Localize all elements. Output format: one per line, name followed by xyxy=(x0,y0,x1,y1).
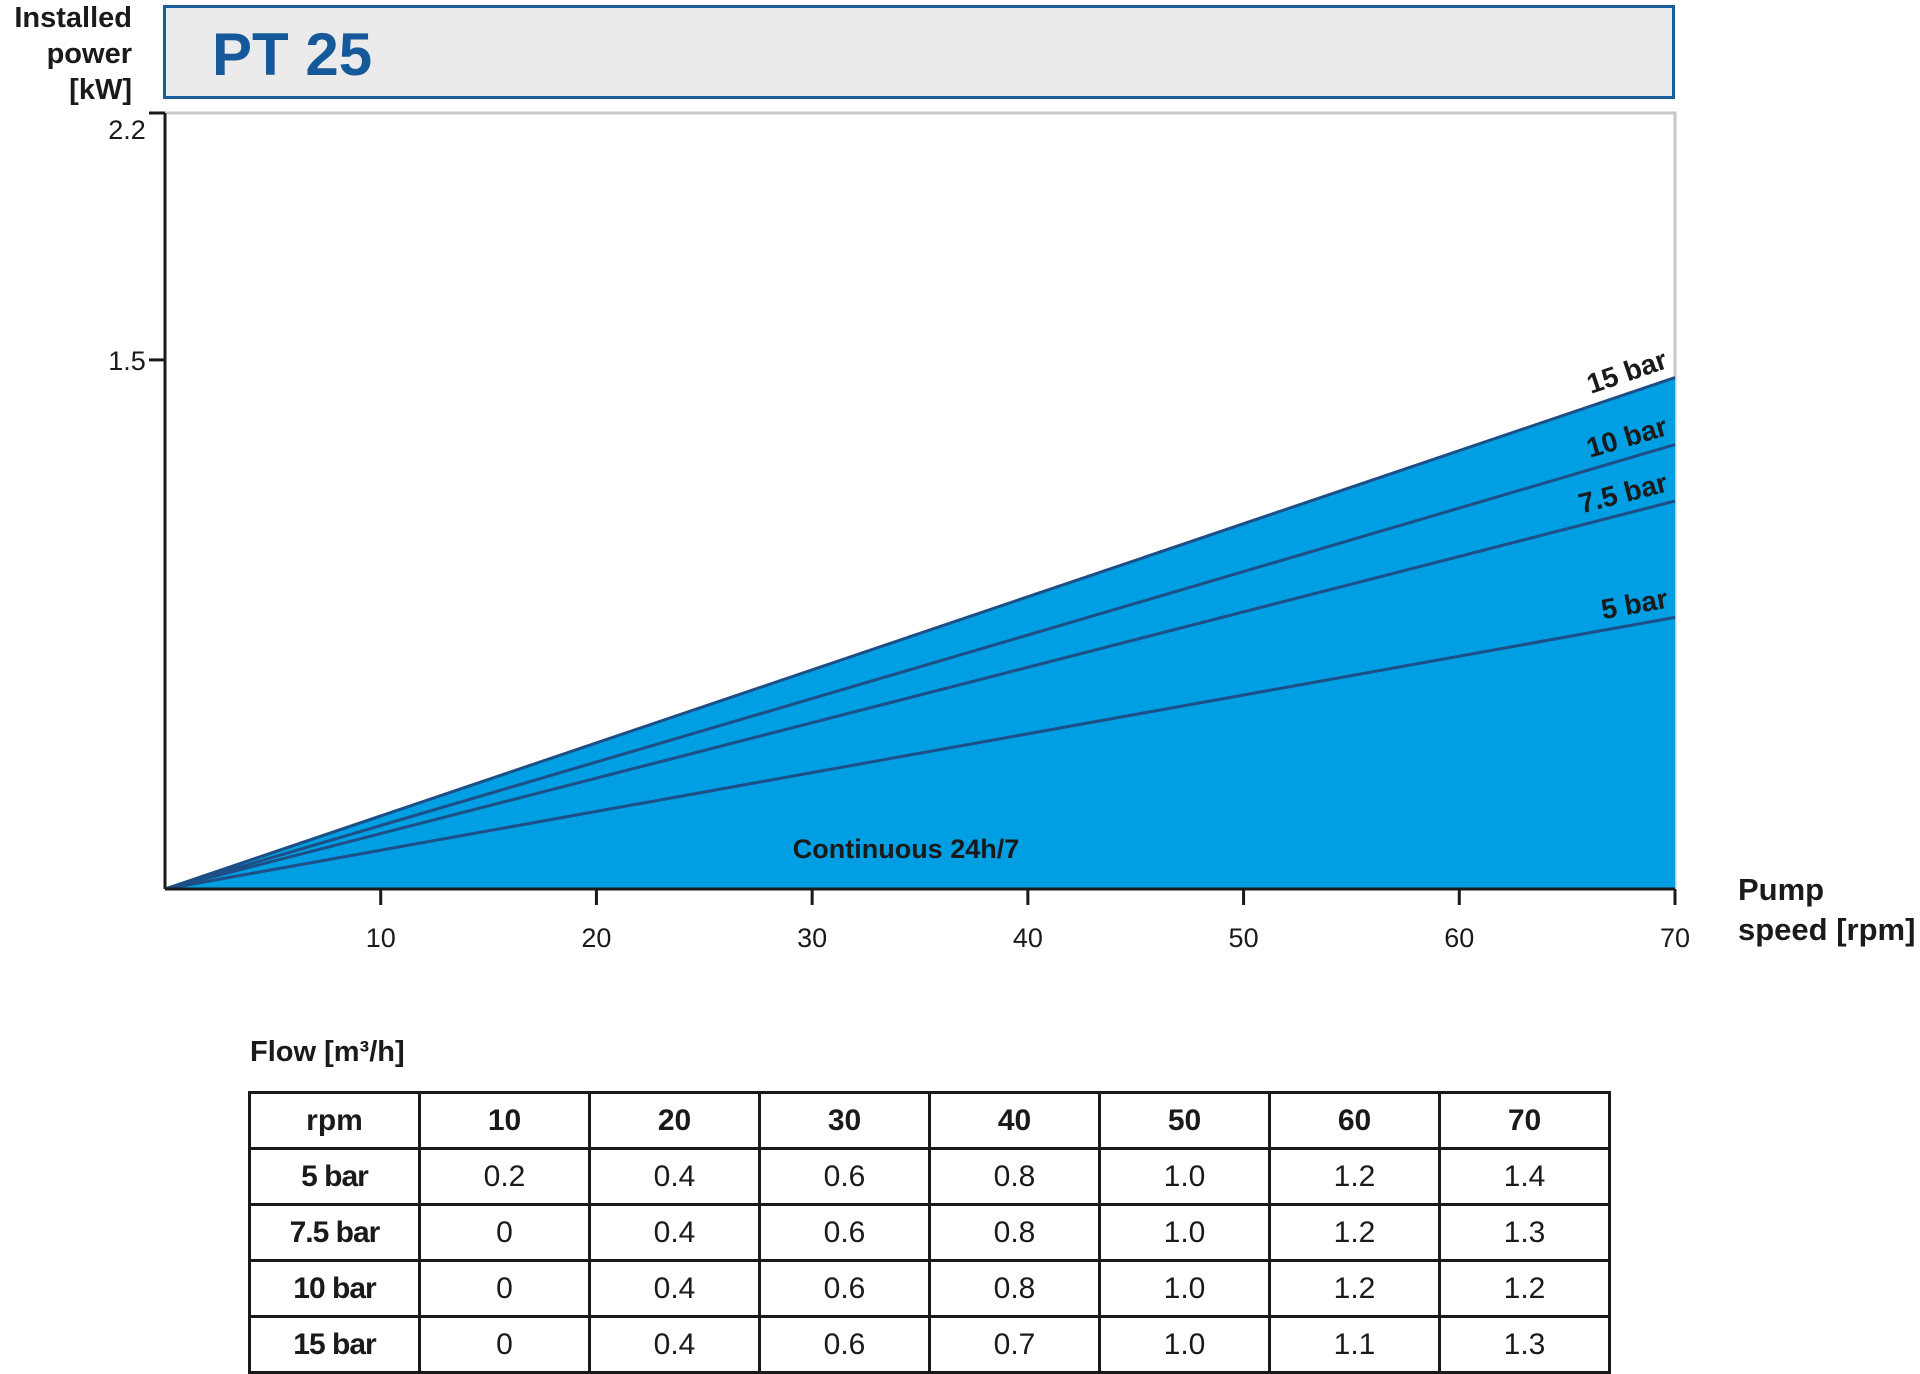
x-axis-label-line-2: speed [rpm] xyxy=(1738,912,1916,947)
table-cell: 0.7 xyxy=(928,1315,1101,1374)
table-cell: 1.0 xyxy=(1098,1259,1271,1318)
x-axis-label-line-1: Pump xyxy=(1738,872,1825,907)
flow-table-header-cell: 70 xyxy=(1438,1091,1611,1150)
series-line xyxy=(164,499,1676,891)
table-cell: 0.6 xyxy=(758,1203,931,1262)
series-line xyxy=(164,615,1676,891)
table-row: 10 bar 0 0.4 0.6 0.8 1.0 1.2 1.2 xyxy=(248,1259,1611,1318)
table-cell: 1.1 xyxy=(1268,1315,1441,1374)
x-tick-label: 50 xyxy=(1229,923,1259,953)
table-cell: 1.3 xyxy=(1438,1315,1611,1374)
flow-table-header-cell: 40 xyxy=(928,1091,1101,1150)
table-cell: 1.2 xyxy=(1268,1259,1441,1318)
table-cell: 0.8 xyxy=(928,1147,1101,1206)
flow-table-header-cell: 60 xyxy=(1268,1091,1441,1150)
x-tick-label: 10 xyxy=(366,923,396,953)
table-row: 15 bar 0 0.4 0.6 0.7 1.0 1.1 1.3 xyxy=(248,1315,1611,1374)
flow-table-header-cell: 10 xyxy=(418,1091,591,1150)
table-cell: 1.2 xyxy=(1268,1147,1441,1206)
table-cell: 1.3 xyxy=(1438,1203,1611,1262)
y-tick-label: 1.5 xyxy=(108,346,146,376)
table-cell: 0.6 xyxy=(758,1259,931,1318)
table-cell: 0.2 xyxy=(418,1147,591,1206)
table-cell: 0.4 xyxy=(588,1315,761,1374)
table-row: 7.5 bar 0 0.4 0.6 0.8 1.0 1.2 1.3 xyxy=(248,1203,1611,1262)
table-cell: 0.6 xyxy=(758,1147,931,1206)
y-axis-label-line-2: power xyxy=(46,38,132,70)
table-cell: 0.4 xyxy=(588,1203,761,1262)
table-row-label: 15 bar xyxy=(248,1315,421,1374)
x-tick-label: 40 xyxy=(1013,923,1043,953)
table-cell: 0 xyxy=(418,1259,591,1318)
flow-table-header-cell: 20 xyxy=(588,1091,761,1150)
table-cell: 1.0 xyxy=(1098,1315,1271,1374)
x-tick-label: 60 xyxy=(1444,923,1474,953)
chart-title-box: PT 25 xyxy=(163,5,1675,99)
annotation-label: Continuous 24h/7 xyxy=(793,834,1020,864)
series-line xyxy=(164,376,1676,891)
table-cell: 1.2 xyxy=(1268,1203,1441,1262)
table-row-label: 5 bar xyxy=(248,1147,421,1206)
table-cell: 0.4 xyxy=(588,1147,761,1206)
y-axis-label-line-1: Installed xyxy=(14,2,132,34)
y-axis-label-line-3: [kW] xyxy=(69,74,132,106)
table-cell: 1.2 xyxy=(1438,1259,1611,1318)
x-tick-label: 20 xyxy=(581,923,611,953)
table-cell: 0.4 xyxy=(588,1259,761,1318)
table-cell: 1.0 xyxy=(1098,1203,1271,1262)
flow-table-title: Flow [m³/h] xyxy=(250,1036,405,1068)
table-row-label: 7.5 bar xyxy=(248,1203,421,1262)
y-axis-label: Installed power [kW] xyxy=(0,0,132,108)
series-line xyxy=(164,443,1676,891)
table-cell: 1.4 xyxy=(1438,1147,1611,1206)
table-row: 5 bar 0.2 0.4 0.6 0.8 1.0 1.2 1.4 xyxy=(248,1147,1611,1206)
table-cell: 0.8 xyxy=(928,1259,1101,1318)
table-cell: 1.0 xyxy=(1098,1147,1271,1206)
x-tick-label: 70 xyxy=(1660,923,1690,953)
flow-table-header-cell: 50 xyxy=(1098,1091,1271,1150)
table-cell: 0.8 xyxy=(928,1203,1101,1262)
flow-table-header-cell: 30 xyxy=(758,1091,931,1150)
flow-table: rpm 10 20 30 40 50 60 70 5 bar 0.2 0.4 0… xyxy=(248,1091,1611,1374)
table-row-label: 10 bar xyxy=(248,1259,421,1318)
flow-table-header-row: rpm 10 20 30 40 50 60 70 xyxy=(248,1091,1611,1150)
table-cell: 0 xyxy=(418,1203,591,1262)
chart-title: PT 25 xyxy=(212,21,373,88)
table-cell: 0 xyxy=(418,1315,591,1374)
table-cell: 0.6 xyxy=(758,1315,931,1374)
y-tick-label: 2.2 xyxy=(108,115,146,145)
flow-table-header-cell: rpm xyxy=(248,1091,421,1150)
x-tick-label: 30 xyxy=(797,923,827,953)
x-axis-label: Pump speed [rpm] xyxy=(1738,870,1915,950)
